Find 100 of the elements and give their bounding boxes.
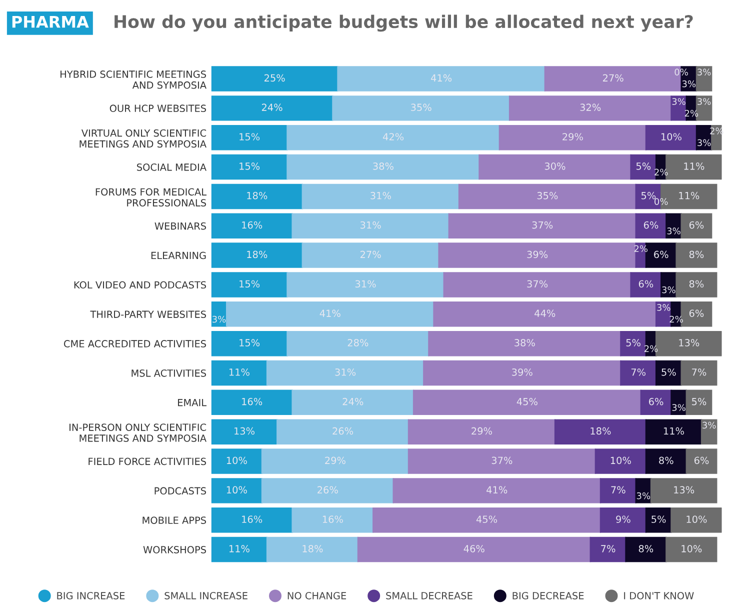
data-label: 18% — [590, 427, 611, 435]
bar — [625, 536, 667, 562]
bar — [211, 213, 293, 238]
data-label: 7% — [631, 368, 646, 376]
bar — [266, 360, 424, 386]
data-label: 5% — [652, 516, 666, 523]
data-label: 18% — [302, 545, 323, 552]
bar — [211, 507, 293, 533]
bar — [670, 507, 722, 533]
data-label: 35% — [411, 104, 432, 112]
bar — [286, 154, 480, 180]
data-label: 6% — [689, 221, 704, 229]
data-label: 29% — [472, 427, 492, 435]
y-tick-label: HYBRID SCIENTIFIC MEETINGS AND SYMPOSIA — [60, 70, 206, 89]
bar — [428, 330, 622, 356]
data-label: 31% — [360, 221, 381, 229]
bar — [357, 536, 591, 562]
data-label: 2% — [670, 316, 683, 323]
bar — [302, 242, 440, 268]
data-label: 3% — [698, 139, 711, 146]
bar — [676, 242, 718, 268]
bar — [554, 419, 646, 444]
data-label: 3% — [672, 98, 686, 105]
y-tick-label: MSL ACTIVITIES — [132, 369, 206, 377]
data-label: 3% — [662, 286, 676, 294]
bar — [211, 536, 268, 562]
bar — [211, 360, 268, 386]
data-label: 5% — [692, 398, 706, 406]
data-label: 10% — [682, 545, 702, 552]
data-label: 10% — [610, 456, 631, 464]
data-label: 10% — [226, 456, 247, 464]
data-label: 37% — [532, 221, 553, 229]
data-label: 38% — [514, 339, 535, 346]
y-tick-label: THIRD-PARTY WEBSITES — [90, 310, 206, 318]
data-label: 11% — [229, 368, 250, 376]
bar — [600, 478, 636, 504]
data-label: 9% — [616, 516, 630, 523]
data-label: 5% — [641, 192, 656, 200]
bar — [286, 124, 500, 150]
bar — [211, 66, 338, 92]
bar — [211, 154, 288, 180]
data-label: 38% — [373, 162, 394, 170]
data-label: 2% — [684, 110, 698, 117]
bar — [448, 213, 636, 238]
bar — [286, 272, 444, 298]
bar — [443, 272, 632, 298]
data-label: 41% — [430, 74, 452, 82]
legend-label: BIG INCREASE — [57, 592, 125, 600]
data-label: 13% — [674, 486, 694, 494]
data-label: 26% — [332, 427, 354, 435]
bar — [680, 360, 718, 386]
bar — [286, 330, 430, 356]
data-label: 37% — [527, 280, 548, 288]
bar — [594, 448, 646, 474]
bar — [458, 184, 636, 210]
data-label: 13% — [679, 339, 700, 346]
bar — [211, 478, 262, 504]
bar — [211, 390, 293, 416]
data-label: 6% — [644, 221, 658, 229]
bar — [620, 330, 646, 356]
bar — [211, 272, 288, 298]
data-label: 32% — [580, 104, 601, 112]
bar — [630, 272, 662, 298]
data-label: 16% — [322, 516, 343, 523]
data-label: 3% — [698, 68, 711, 76]
data-label: 11% — [664, 427, 684, 435]
data-label: 6% — [638, 280, 654, 288]
y-tick-label: WORKSHOPS — [143, 546, 206, 554]
data-label: 39% — [512, 368, 532, 376]
bar — [645, 448, 687, 474]
bar — [590, 536, 626, 562]
bar — [211, 124, 288, 150]
data-label: 10% — [661, 133, 682, 140]
data-label: 15% — [240, 162, 260, 170]
y-tick-label: VIRTUAL ONLY SCIENTIFIC MEETINGS AND SYMPOSIA — [80, 129, 206, 148]
bar — [645, 124, 698, 150]
data-label: 3% — [682, 80, 696, 88]
y-tick-label: SOCIAL MEDIA — [137, 164, 206, 171]
data-label: 0% — [654, 198, 668, 205]
data-label: 11% — [684, 162, 704, 170]
bar — [666, 536, 718, 562]
bar — [211, 242, 303, 268]
bar — [211, 184, 303, 210]
data-label: 27% — [360, 250, 381, 258]
y-tick-label: FIELD FORCE ACTIVITIES — [88, 458, 206, 466]
y-tick-label: IN-PERSON ONLY SCIENTIFIC MEETINGS AND SYMPOSIA — [70, 424, 206, 442]
bar — [696, 66, 712, 92]
data-label: 6% — [694, 456, 709, 464]
bar — [276, 419, 410, 444]
data-label: 41% — [320, 310, 340, 317]
data-label: 29% — [562, 133, 583, 140]
data-label: 18% — [247, 250, 268, 258]
data-label: 11% — [679, 192, 700, 200]
data-label: 2% — [644, 345, 658, 352]
data-label: 10% — [226, 486, 247, 494]
data-label: 3% — [657, 304, 670, 311]
data-label: 8% — [689, 250, 704, 258]
bar — [686, 448, 718, 474]
bar — [408, 419, 556, 444]
data-label: 42% — [382, 133, 404, 140]
